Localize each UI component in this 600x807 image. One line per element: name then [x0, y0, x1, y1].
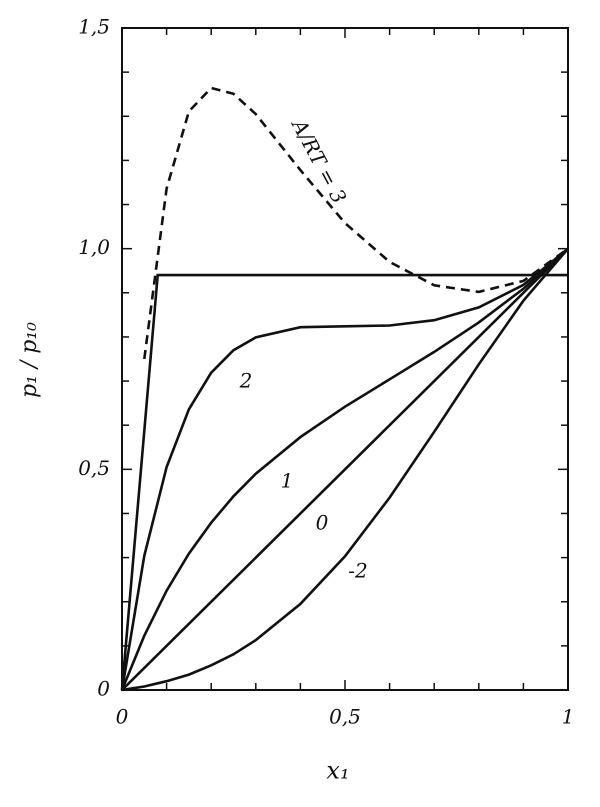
curve [120, 247, 569, 691]
curve-label: 1 [281, 469, 294, 493]
curve [143, 86, 569, 360]
y-tick-label: 0,5 [78, 456, 110, 480]
y-axis-label: p₁ / p₁₀ [17, 322, 42, 398]
curve-label: -2 [348, 559, 367, 583]
y-tick-label: 1,0 [78, 235, 110, 259]
y-tick-label: 0 [97, 677, 110, 701]
plot-frame [121, 27, 569, 691]
curve-label: 2 [239, 369, 253, 393]
x-tick-label: 0 [116, 705, 129, 729]
curve [121, 247, 569, 692]
x-tick-label: 1 [562, 705, 575, 729]
x-tick-label: 0,5 [329, 705, 361, 729]
curve [121, 247, 569, 691]
curve-label: 0 [316, 511, 329, 535]
curve [120, 273, 568, 691]
x-axis-label: x₁ [326, 757, 349, 785]
y-tick-label: 1,5 [78, 15, 110, 39]
curve [120, 247, 569, 691]
